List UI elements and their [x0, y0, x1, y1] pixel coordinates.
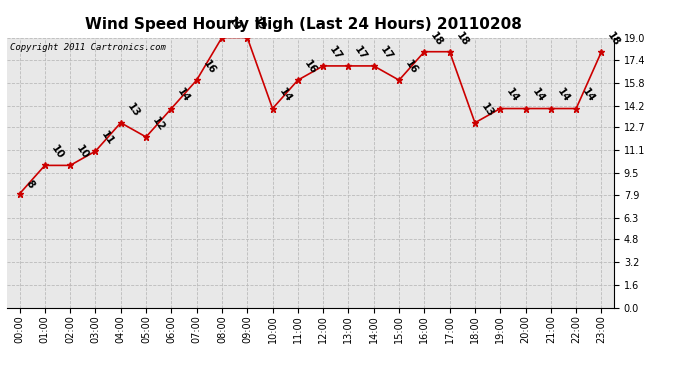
Text: 19: 19: [251, 16, 268, 33]
Text: 17: 17: [327, 44, 344, 62]
Text: 8: 8: [23, 178, 36, 190]
Text: 18: 18: [454, 30, 471, 48]
Text: 14: 14: [504, 87, 521, 104]
Text: 14: 14: [555, 87, 571, 104]
Text: 14: 14: [175, 87, 192, 104]
Text: 10: 10: [49, 144, 66, 161]
Text: 18: 18: [606, 30, 622, 48]
Text: 14: 14: [277, 87, 293, 104]
Text: 13: 13: [479, 101, 495, 118]
Text: 16: 16: [403, 58, 420, 76]
Text: 17: 17: [353, 44, 369, 62]
Text: 16: 16: [302, 58, 319, 76]
Text: 19: 19: [226, 16, 243, 33]
Text: 18: 18: [428, 30, 445, 48]
Text: 11: 11: [99, 129, 116, 147]
Text: 14: 14: [530, 87, 546, 104]
Text: 17: 17: [378, 44, 395, 62]
Text: 14: 14: [580, 87, 597, 104]
Text: 12: 12: [150, 115, 167, 133]
Text: 13: 13: [125, 101, 141, 118]
Text: Wind Speed Hourly High (Last 24 Hours) 20110208: Wind Speed Hourly High (Last 24 Hours) 2…: [85, 17, 522, 32]
Text: Copyright 2011 Cartronics.com: Copyright 2011 Cartronics.com: [10, 43, 166, 52]
Text: 10: 10: [75, 144, 91, 161]
Text: 16: 16: [201, 58, 217, 76]
